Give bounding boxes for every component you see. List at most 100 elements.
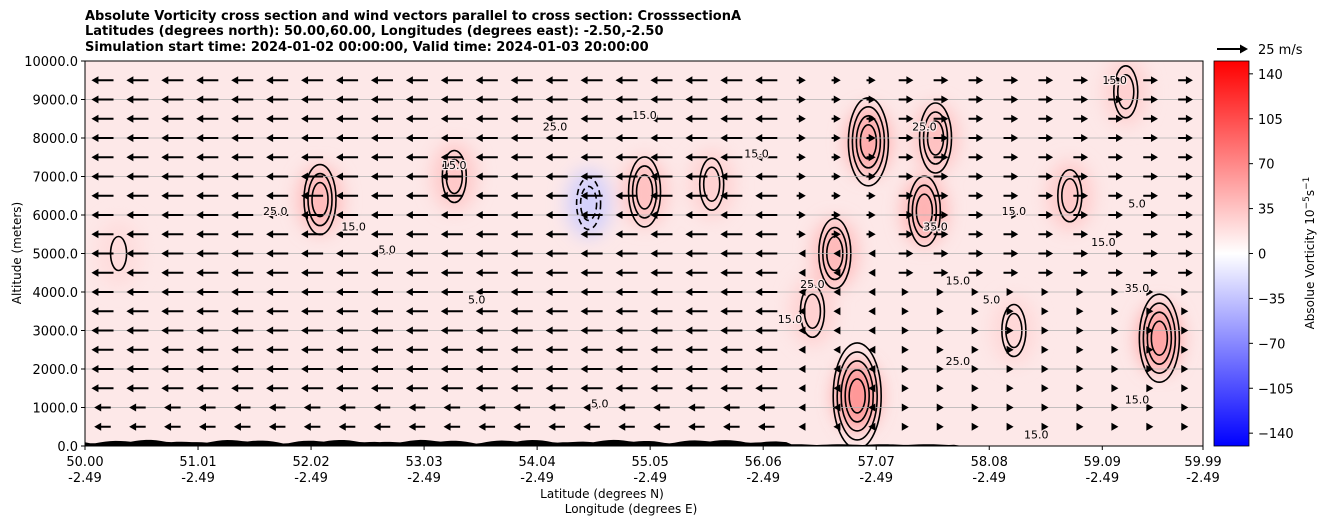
wind-vector-head: [405, 249, 413, 258]
wind-vector-head: [1011, 249, 1019, 258]
wind-vector-head: [91, 95, 99, 104]
y-tick-label: 2000.0: [33, 363, 79, 378]
wind-vector-head: [475, 249, 483, 258]
wind-vector-head: [1181, 326, 1189, 335]
contour-label: 15.0: [1091, 236, 1116, 249]
wind-vector-head: [941, 211, 949, 219]
wind-vector-head: [301, 230, 309, 239]
wind-vector-head: [196, 172, 204, 181]
wind-vector-head: [755, 230, 763, 239]
contour-line: [1116, 74, 1135, 110]
wind-vector-head: [758, 403, 766, 412]
wind-vector-head: [720, 268, 728, 277]
wind-vector-head: [405, 114, 413, 123]
wind-vector-head: [906, 172, 914, 181]
wind-vector-head: [971, 403, 979, 412]
contour-label: 25.0: [946, 355, 971, 368]
wind-vector-head: [618, 422, 626, 431]
vorticity-feature-0: [298, 165, 343, 234]
wind-vector-head: [545, 114, 553, 123]
wind-vector-head: [545, 249, 553, 258]
contour-label: 25.0: [263, 205, 288, 218]
wind-vector-head: [755, 326, 763, 335]
wind-vector-head: [1046, 172, 1054, 181]
wind-vector-head: [301, 191, 309, 200]
wind-vector-head: [91, 172, 99, 181]
wind-vector-head: [231, 95, 239, 104]
wind-vector-head: [475, 153, 483, 162]
wind-vector-head: [1046, 191, 1054, 200]
wind-vector-head: [545, 76, 553, 85]
wind-vector-head: [971, 384, 979, 393]
wind-vector-head: [1011, 230, 1019, 239]
wind-vector-head: [615, 134, 623, 142]
colorbar-tick-label: −140: [1258, 427, 1294, 442]
wind-vector-head: [650, 326, 658, 335]
wind-vector-head: [1081, 134, 1089, 142]
wind-vector-head: [1046, 76, 1054, 85]
wind-vector-head: [755, 249, 763, 258]
wind-vector-head: [685, 326, 693, 335]
wind-vector-head: [755, 365, 763, 373]
wind-vector-head: [868, 345, 876, 354]
wind-vector-head: [1011, 153, 1019, 162]
wind-vector-head: [335, 114, 343, 123]
wind-vector-head: [301, 345, 309, 354]
wind-vector-head: [94, 403, 102, 412]
wind-vector-head: [1081, 95, 1089, 104]
wind-vector-head: [266, 172, 274, 181]
wind-vector-head: [1046, 134, 1054, 142]
wind-vector-head: [161, 288, 169, 296]
wind-vector-head: [720, 172, 728, 181]
wind-vector-head: [335, 365, 343, 373]
wind-vector-head: [94, 422, 102, 431]
wind-vector-head: [1046, 211, 1054, 219]
wind-vector-head: [976, 268, 984, 277]
wind-vector-head: [720, 134, 728, 142]
wind-vector-head: [650, 365, 658, 373]
wind-vector-head: [941, 230, 949, 239]
wind-vector-head: [233, 422, 241, 431]
wind-vector-head: [196, 249, 204, 258]
wind-vector-head: [833, 249, 841, 258]
wind-vector-head: [231, 76, 239, 85]
wind-vector-head: [1150, 191, 1158, 200]
wind-vector-head: [1111, 288, 1119, 296]
contour-label: 15.0: [946, 274, 971, 287]
wind-vector-head: [1006, 365, 1014, 373]
vorticity-feature-8: [902, 177, 947, 246]
wind-vector-head: [161, 326, 169, 335]
wind-vector-head: [1111, 422, 1119, 431]
x-tick-label: 50.00: [66, 455, 103, 470]
wind-vector-head: [301, 211, 309, 219]
wind-vector-head: [798, 153, 806, 162]
wind-vector-head: [440, 288, 448, 296]
wind-vector-head: [1185, 134, 1193, 142]
wind-vector-head: [615, 384, 623, 393]
wind-vector-head: [868, 76, 876, 85]
wind-vector-head: [615, 365, 623, 373]
wind-vector-head: [164, 422, 172, 431]
contour-line: [1138, 293, 1181, 384]
wind-vector-head: [301, 268, 309, 277]
wind-vector-head: [833, 211, 841, 219]
wind-vector-head: [408, 403, 416, 412]
wind-vector-head: [545, 211, 553, 219]
wind-vector-head: [755, 384, 763, 393]
wind-vector-head: [580, 326, 588, 335]
wind-vector-head: [755, 172, 763, 181]
wind-vector-head: [510, 307, 518, 316]
wind-vector-head: [405, 191, 413, 200]
wind-vector-head: [941, 191, 949, 200]
colorbar-tick-label: −105: [1258, 382, 1294, 397]
wind-vector-head: [196, 230, 204, 239]
wind-vector-head: [580, 307, 588, 316]
wind-vector-head: [335, 211, 343, 219]
wind-vector-head: [370, 76, 378, 85]
wind-vector-head: [1081, 211, 1089, 219]
wind-vector-head: [301, 326, 309, 335]
contour-line: [1146, 311, 1173, 366]
wind-vector-head: [1081, 230, 1089, 239]
wind-vector-head: [1181, 365, 1189, 373]
wind-vector-head: [266, 230, 274, 239]
